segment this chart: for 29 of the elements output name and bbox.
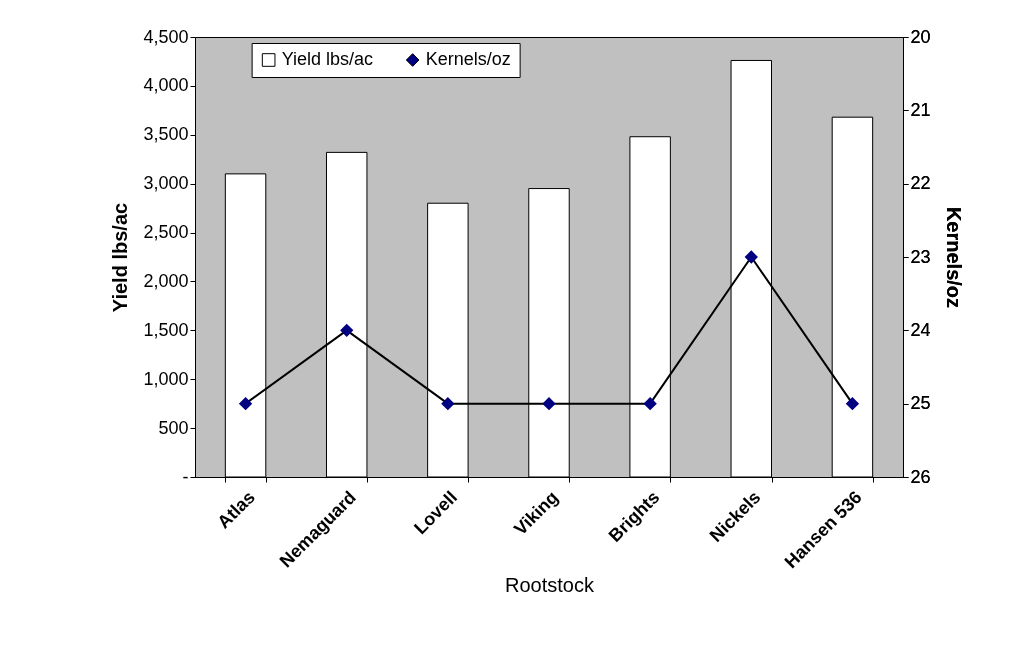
y-tick-label: 3,000 [143, 173, 189, 194]
y2-tick-label: 23 [910, 246, 931, 267]
y2-tick-label: 20 [910, 26, 931, 47]
y-tick-label: 3,500 [143, 124, 189, 145]
y2-tick-label: 25 [910, 393, 931, 414]
point [745, 250, 758, 264]
y-axis-title: Yield lbs/ac [109, 202, 132, 313]
y2-tick-label: 26 [910, 466, 931, 487]
legend-label: Yield lbs/ac [281, 49, 374, 69]
y-tick-label: 2,000 [143, 270, 189, 291]
point [239, 397, 252, 410]
legend-label: Kernels/oz [425, 49, 511, 69]
y-tick-label: 4,500 [143, 26, 189, 47]
point [340, 324, 353, 337]
y2-tick-label: 24 [910, 319, 931, 340]
y-tick-label: 1,500 [143, 319, 189, 340]
y-tick-label: - [182, 466, 189, 487]
point [441, 397, 455, 410]
point [643, 397, 657, 410]
y-tick-label: 2,500 [143, 222, 189, 243]
y-tick-label: 500 [158, 417, 189, 438]
point [542, 397, 556, 410]
y-tick-label: 1,000 [143, 368, 189, 389]
x-axis-title: Rootstock [505, 573, 595, 596]
y-tick-label: 4,000 [143, 75, 189, 96]
point [846, 397, 859, 410]
y2-axis-title: Kernels/oz [942, 206, 965, 309]
y2-tick-label: 22 [910, 173, 931, 194]
y2-tick-label: 21 [910, 99, 931, 120]
